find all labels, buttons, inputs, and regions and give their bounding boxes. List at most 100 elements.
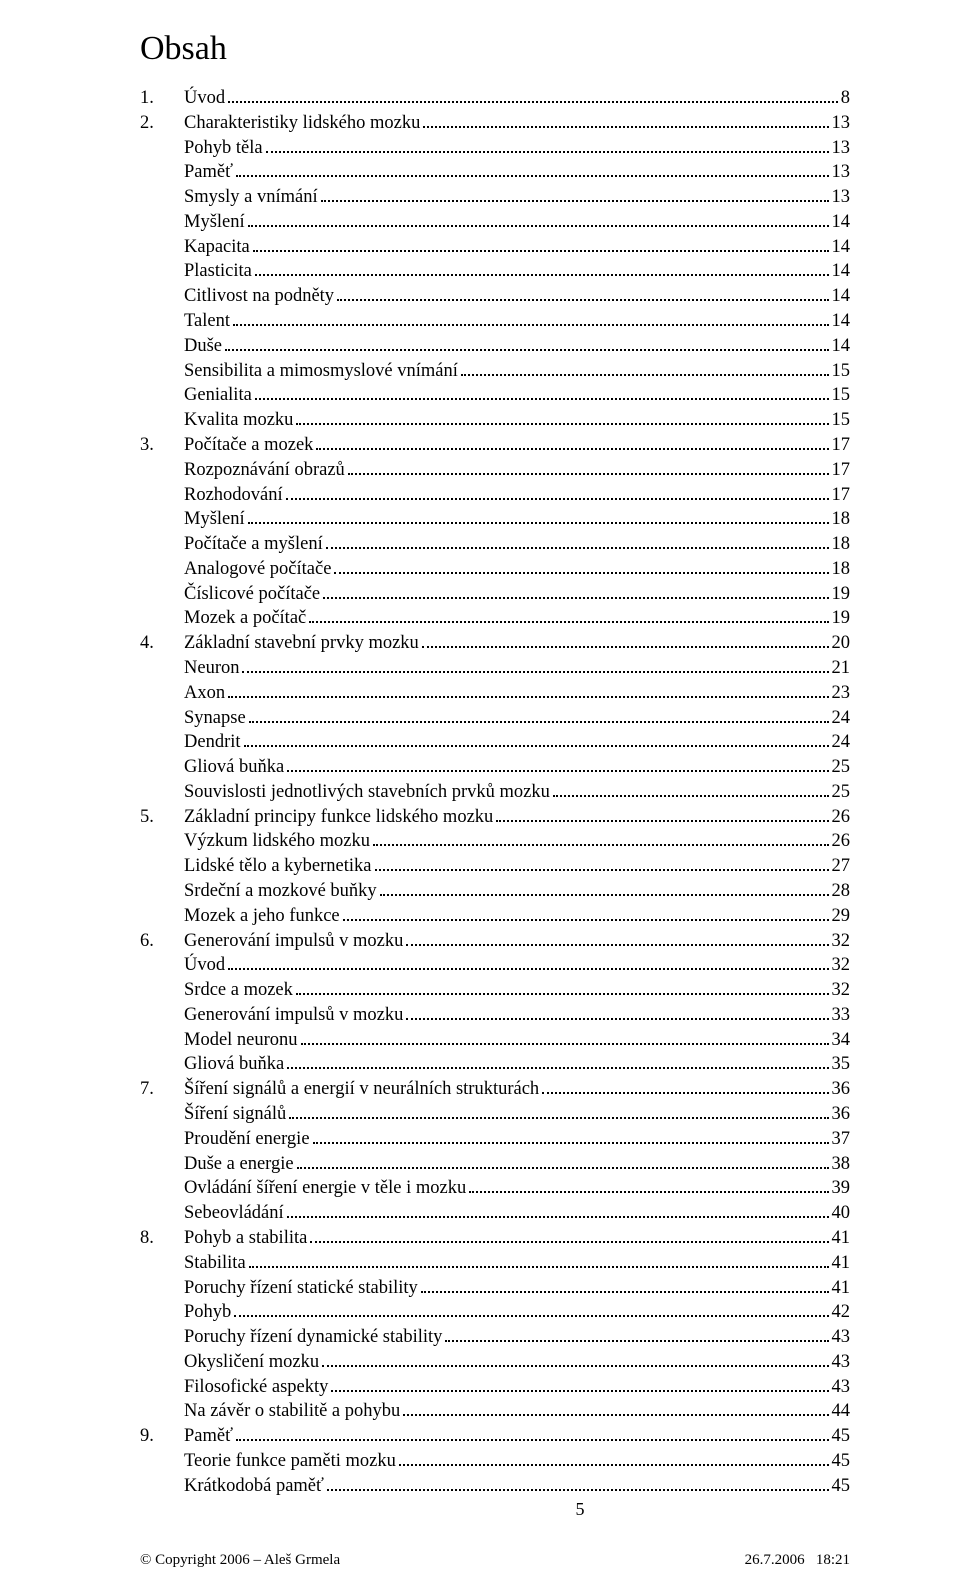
toc-entry-label: Okysličení mozku xyxy=(184,1350,319,1375)
toc-chapter-number: 5. xyxy=(140,805,184,830)
toc-leader-dots xyxy=(309,621,828,623)
toc-entry-label: Číslicové počítače xyxy=(184,582,320,607)
toc-entry-page: 14 xyxy=(832,284,851,309)
toc-subentry: Kapacita 14 xyxy=(140,235,850,260)
toc-entry-label: Dendrit xyxy=(184,730,241,755)
toc-leader-dots xyxy=(266,151,829,153)
toc-subentry: Stabilita41 xyxy=(140,1251,850,1276)
toc-leader-dots xyxy=(380,894,829,896)
toc-entry-label: Počítače a mozek xyxy=(184,433,313,458)
toc-subentry: Šíření signálů36 xyxy=(140,1102,850,1127)
toc-entry-page: 13 xyxy=(832,111,851,136)
toc-entry-page: 20 xyxy=(832,631,851,656)
toc-entry-page: 19 xyxy=(832,582,851,607)
toc-entry-label: Ovládání šíření energie v těle i mozku xyxy=(184,1176,466,1201)
toc-leader-dots xyxy=(322,1365,828,1367)
toc-entry-label: Rozhodování xyxy=(184,483,283,508)
toc-subentry: Pohyb42 xyxy=(140,1300,850,1325)
toc-entry-label: Poruchy řízení dynamické stability xyxy=(184,1325,442,1350)
toc-entry-page: 15 xyxy=(832,383,851,408)
toc-subentry: Analogové počítače18 xyxy=(140,557,850,582)
toc-leader-dots xyxy=(253,250,829,252)
toc-entry-label: Axon xyxy=(184,681,225,706)
toc-entry-label: Souvislosti jednotlivých stavebních prvk… xyxy=(184,780,550,805)
toc-entry-page: 32 xyxy=(832,978,851,1003)
page-title: Obsah xyxy=(140,30,850,68)
toc-entry-page: 43 xyxy=(832,1350,851,1375)
toc-subentry: Srdeční a mozkové buňky28 xyxy=(140,879,850,904)
toc-subentry: Paměť13 xyxy=(140,160,850,185)
toc-leader-dots xyxy=(375,869,829,871)
toc-subentry: Poruchy řízení dynamické stability43 xyxy=(140,1325,850,1350)
toc-leader-dots xyxy=(310,1241,828,1243)
toc-entry-page: 14 xyxy=(832,235,851,260)
toc-entry-label: Počítače a myšlení xyxy=(184,532,323,557)
toc-leader-dots xyxy=(542,1092,828,1094)
toc-entry-page: 18 xyxy=(832,507,851,532)
toc-entry-page: 15 xyxy=(832,408,851,433)
toc-leader-dots xyxy=(348,473,829,475)
toc-leader-dots xyxy=(289,1117,828,1119)
toc-entry-page: 13 xyxy=(832,136,851,161)
toc-entry-page: 17 xyxy=(832,433,851,458)
toc-chapter-number: 8. xyxy=(140,1226,184,1251)
toc-entry-label: Úvod xyxy=(184,953,225,978)
toc-subentry: Krátkodobá paměť45 xyxy=(140,1474,850,1499)
toc-entry-page: 24 xyxy=(832,730,851,755)
toc-entry-page: 13 xyxy=(832,160,851,185)
toc-subentry: Lidské tělo a kybernetika27 xyxy=(140,854,850,879)
toc-leader-dots xyxy=(327,1489,829,1491)
toc-leader-dots xyxy=(225,349,828,351)
toc-entry-page: 42 xyxy=(832,1300,851,1325)
toc-entry-label: Rozpoznávání obrazů xyxy=(184,458,345,483)
toc-entry-label: Srdce a mozek xyxy=(184,978,293,1003)
toc-entry-label: Charakteristiky lidského mozku xyxy=(184,111,420,136)
toc-leader-dots xyxy=(287,1216,829,1218)
toc-entry-page: 44 xyxy=(832,1399,851,1424)
toc-entry-label: Duše xyxy=(184,334,222,359)
toc-subentry: Mozek a jeho funkce29 xyxy=(140,904,850,929)
toc-leader-dots xyxy=(286,498,829,500)
toc-subentry: Generování impulsů v mozku33 xyxy=(140,1003,850,1028)
toc-leader-dots xyxy=(321,200,829,202)
toc-subentry: Myšlení 18 xyxy=(140,507,850,532)
toc-leader-dots xyxy=(423,126,828,128)
footer-date: 26.7.2006 xyxy=(745,1552,805,1568)
toc-leader-dots xyxy=(406,944,828,946)
toc-subentry: Proudění energie37 xyxy=(140,1127,850,1152)
toc-entry-label: Synapse xyxy=(184,706,246,731)
toc-entry-label: Kvalita mozku xyxy=(184,408,293,433)
toc-entry-label: Myšlení xyxy=(184,507,245,532)
toc-entry-label: Kapacita xyxy=(184,235,250,260)
toc-subentry: Plasticita14 xyxy=(140,259,850,284)
toc-entry-page: 18 xyxy=(832,532,851,557)
toc-entry-label: Gliová buňka xyxy=(184,1052,284,1077)
toc-entry-page: 45 xyxy=(832,1474,851,1499)
toc-entry-page: 26 xyxy=(832,805,851,830)
toc-subentry: Gliová buňka25 xyxy=(140,755,850,780)
toc-entry-label: Výzkum lidského mozku xyxy=(184,829,370,854)
toc-subentry: Model neuronu34 xyxy=(140,1028,850,1053)
toc-entry-page: 25 xyxy=(832,755,851,780)
toc-entry-page: 35 xyxy=(832,1052,851,1077)
toc-subentry: Duše 14 xyxy=(140,334,850,359)
toc-subentry: Srdce a mozek 32 xyxy=(140,978,850,1003)
toc-subentry: Pohyb těla13 xyxy=(140,136,850,161)
toc-entry-page: 41 xyxy=(832,1251,851,1276)
toc-leader-dots xyxy=(255,274,829,276)
toc-entry-label: Šíření signálů a energií v neurálních st… xyxy=(184,1077,539,1102)
table-of-contents: 1.Úvod82.Charakteristiky lidského mozku1… xyxy=(140,86,850,1499)
toc-subentry: Poruchy řízení statické stability41 xyxy=(140,1276,850,1301)
toc-entry-label: Generování impulsů v mozku xyxy=(184,1003,403,1028)
toc-leader-dots xyxy=(406,1018,828,1020)
toc-leader-dots xyxy=(373,844,828,846)
toc-leader-dots xyxy=(255,398,829,400)
toc-entry-page: 36 xyxy=(832,1102,851,1127)
toc-entry-label: Model neuronu xyxy=(184,1028,298,1053)
toc-entry-label: Sebeovládání xyxy=(184,1201,284,1226)
toc-leader-dots xyxy=(249,1266,829,1268)
toc-entry-label: Proudění energie xyxy=(184,1127,310,1152)
toc-subentry: Teorie funkce paměti mozku45 xyxy=(140,1449,850,1474)
toc-entry-page: 14 xyxy=(832,334,851,359)
toc-chapter: 9.Paměť45 xyxy=(140,1424,850,1449)
